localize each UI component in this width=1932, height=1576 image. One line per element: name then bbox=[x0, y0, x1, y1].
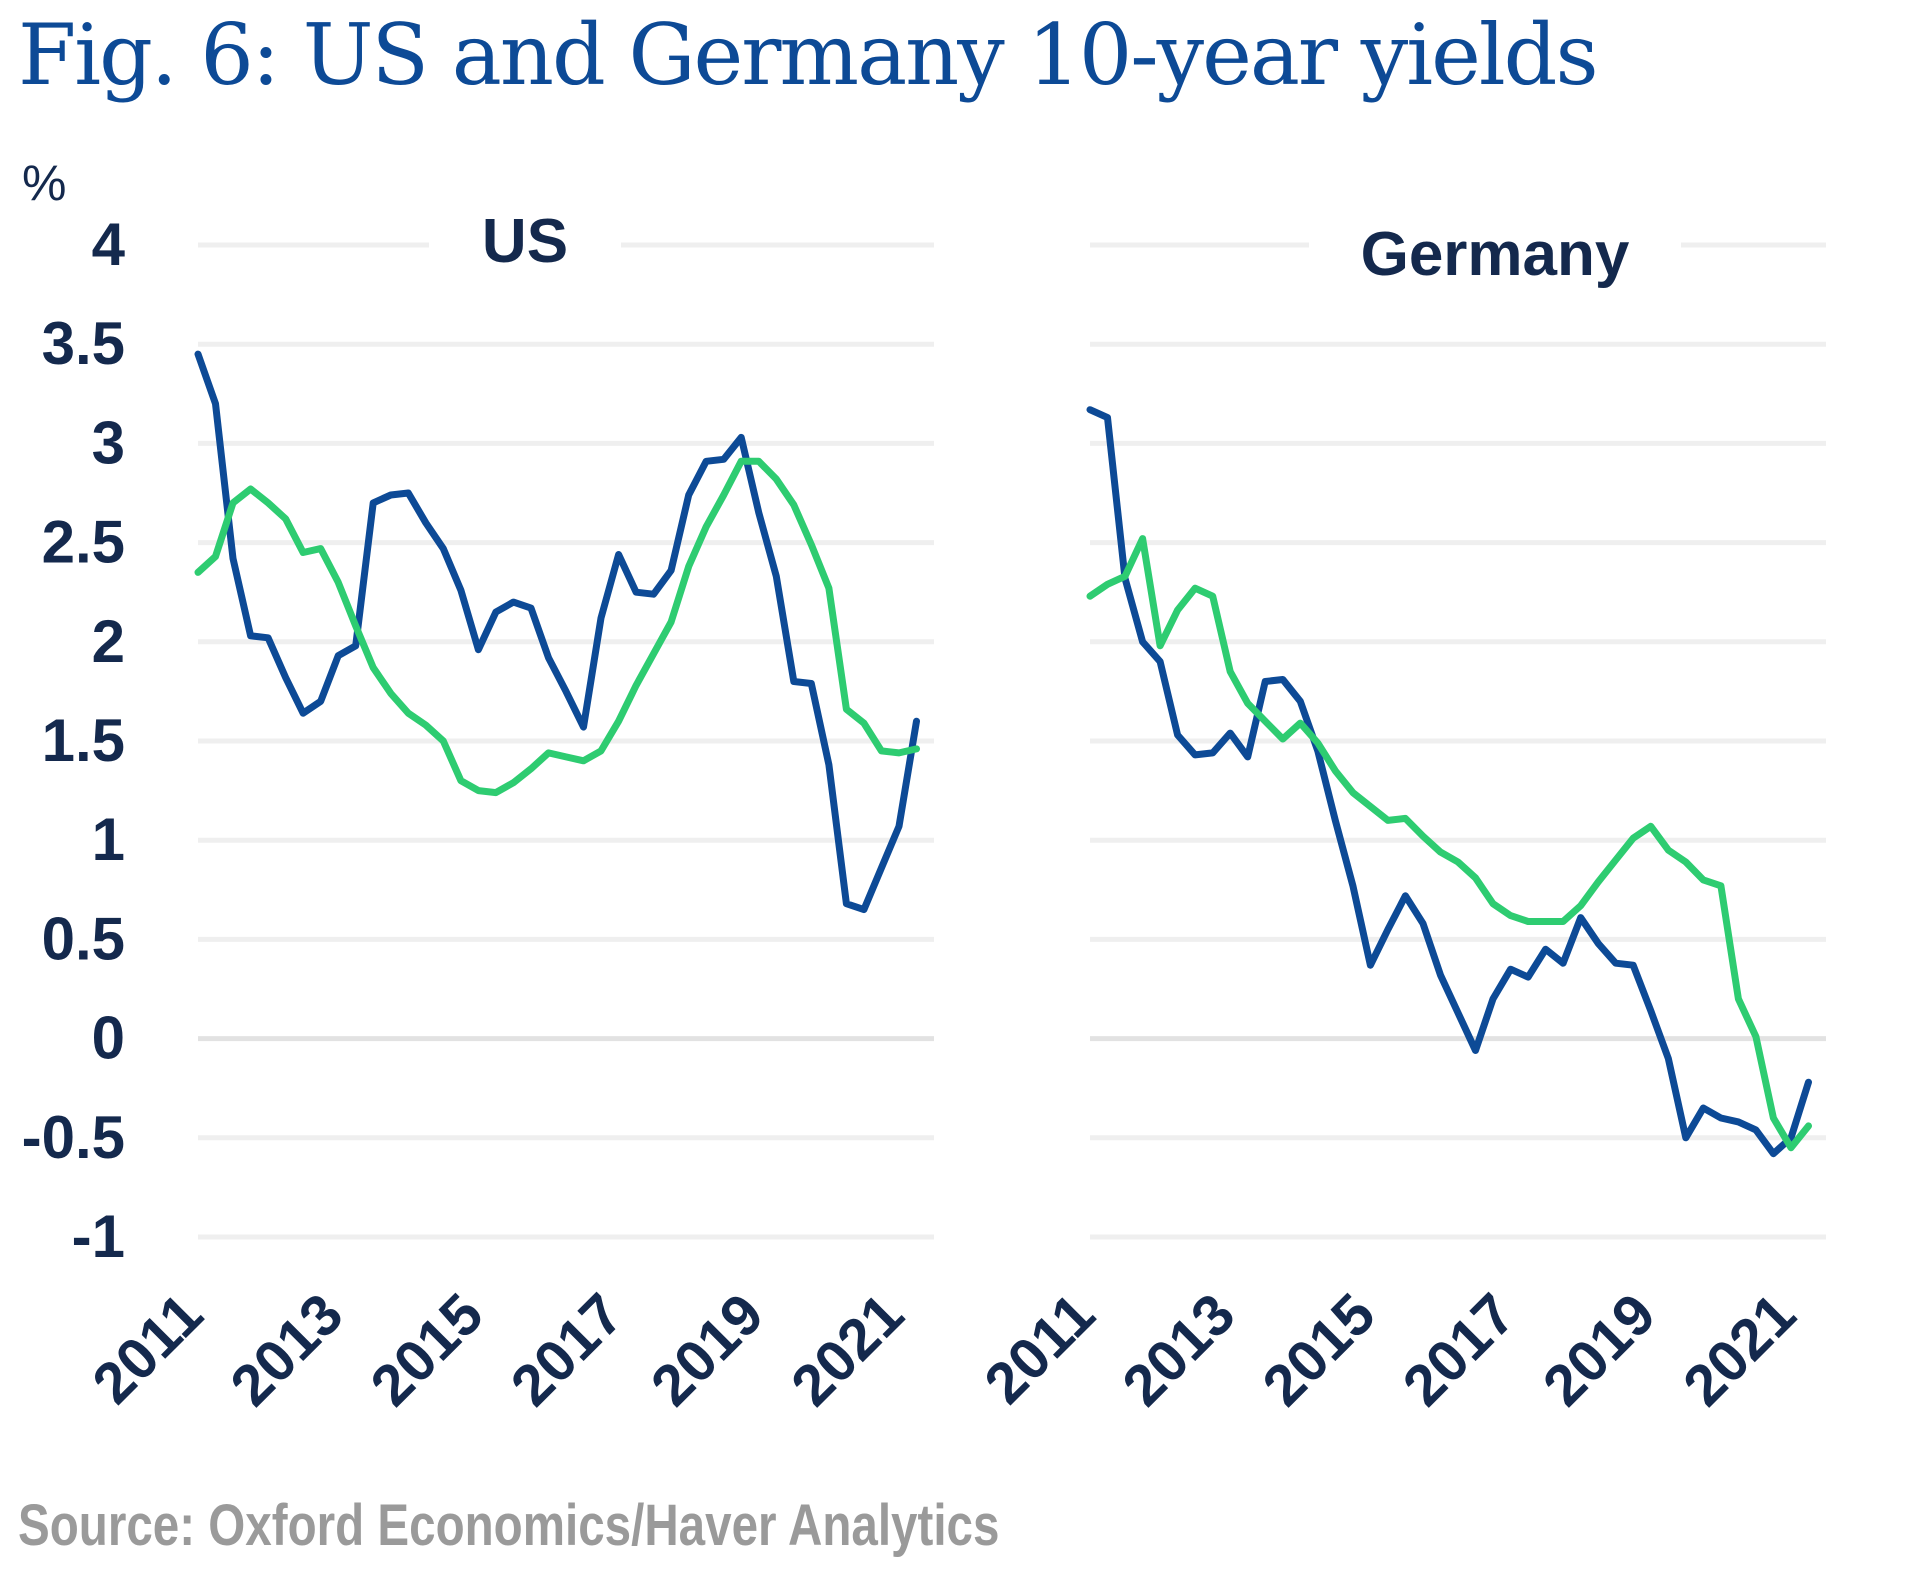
x-tick-label: 2013 bbox=[1110, 1281, 1247, 1418]
y-axis: % 4 3.5 3 2.5 2 1.5 1 0.5 0 -0.5 -1 bbox=[22, 155, 126, 1270]
x-tick-label: 2015 bbox=[358, 1281, 495, 1418]
source-note: Source: Oxford Economics/Haver Analytics bbox=[18, 1493, 1000, 1558]
x-tick-label: 2011 bbox=[972, 1281, 1107, 1416]
y-tick-label: -1 bbox=[72, 1203, 125, 1270]
x-tick-label: 2011 bbox=[80, 1281, 215, 1416]
panel-title-us: US bbox=[482, 207, 568, 276]
y-tick-label: 2 bbox=[92, 608, 125, 675]
y-tick-label: 1 bbox=[92, 806, 125, 873]
x-tick-label: 2021 bbox=[1671, 1281, 1808, 1418]
us-trend-line bbox=[194, 457, 920, 797]
x-tick-label: 2017 bbox=[499, 1281, 636, 1418]
y-tick-label: 3.5 bbox=[42, 310, 125, 377]
germany-panel: Germany 2011 2013 2015 2017 2019 2021 bbox=[972, 205, 1826, 1418]
us-10-year-yield-line bbox=[194, 350, 920, 914]
chart-title: Fig. 6: US and Germany 10-year yields bbox=[18, 6, 1599, 104]
x-tick-label: 2017 bbox=[1391, 1281, 1528, 1418]
panel-title-germany: Germany bbox=[1361, 220, 1630, 289]
y-tick-label: 2.5 bbox=[42, 509, 125, 576]
panel-title-background bbox=[1309, 205, 1681, 305]
germany-trend-line bbox=[1086, 535, 1812, 1152]
x-tick-label: 2013 bbox=[218, 1281, 355, 1418]
y-unit-label: % bbox=[22, 155, 66, 211]
germany-10-year-yield-line bbox=[1086, 406, 1812, 1158]
y-tick-label: 1.5 bbox=[42, 707, 125, 774]
x-tick-label: 2015 bbox=[1250, 1281, 1387, 1418]
y-tick-label: 4 bbox=[92, 211, 126, 278]
panel-title-background bbox=[429, 192, 621, 292]
y-tick-label: 3 bbox=[92, 409, 125, 476]
y-tick-label: 0 bbox=[92, 1005, 125, 1072]
x-tick-label: 2019 bbox=[639, 1281, 776, 1418]
y-tick-label: -0.5 bbox=[22, 1104, 125, 1171]
y-tick-label: 0.5 bbox=[42, 905, 125, 972]
x-tick-label: 2019 bbox=[1531, 1281, 1668, 1418]
x-tick-label: 2021 bbox=[779, 1281, 916, 1418]
